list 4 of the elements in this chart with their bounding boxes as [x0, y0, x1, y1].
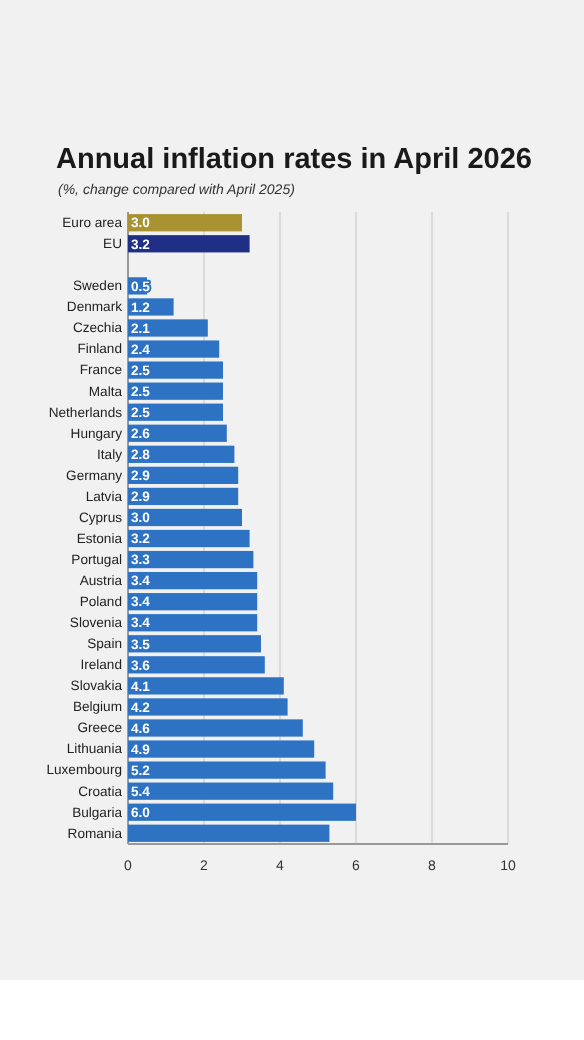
- bar: [128, 803, 356, 821]
- bar: [128, 782, 334, 800]
- bar: [128, 824, 330, 842]
- chart-title: Annual inflation rates in April 2026: [56, 144, 532, 176]
